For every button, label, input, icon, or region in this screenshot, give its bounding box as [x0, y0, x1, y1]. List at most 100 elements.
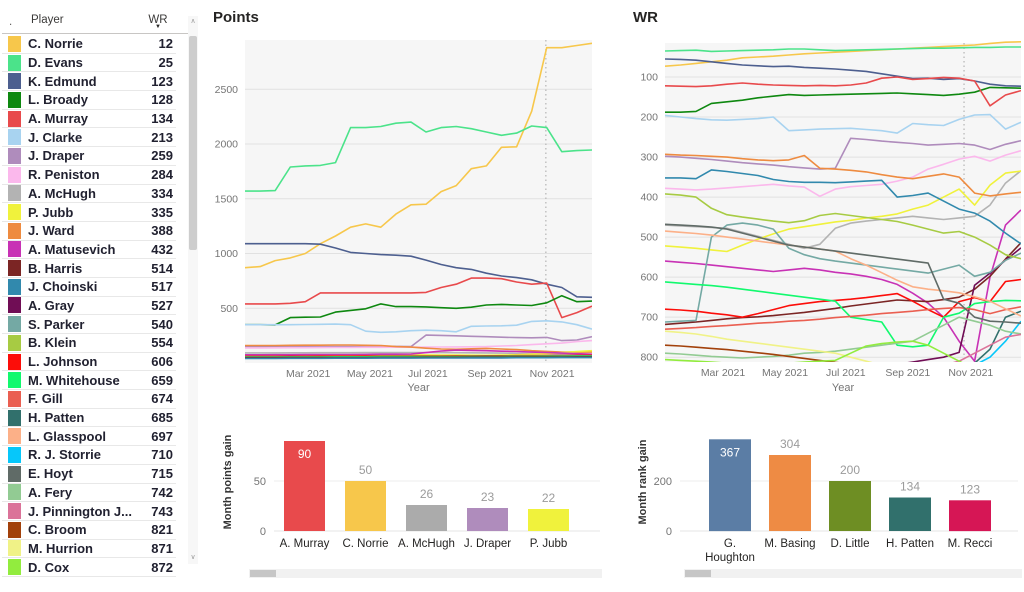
line-series-L. Broady[interactable]: [665, 86, 1021, 113]
line-series-J. Clarke[interactable]: [245, 319, 592, 334]
line-series-A. Fery[interactable]: [665, 316, 1021, 359]
table-row[interactable]: P. Jubb 335: [2, 203, 176, 222]
line-series-M. Hurrion[interactable]: [665, 330, 1021, 385]
bar-M. Recci[interactable]: [949, 500, 991, 532]
line-series-D. Evans[interactable]: [245, 121, 592, 192]
table-row[interactable]: K. Edmund 123: [2, 72, 176, 92]
table-row[interactable]: M. Whitehouse 659: [2, 371, 176, 391]
player-wr: 514: [151, 260, 173, 276]
points-xaxis-label: Year: [407, 382, 430, 394]
y-tick-label: 200: [640, 112, 658, 124]
table-row[interactable]: J. Clarke 213: [2, 128, 176, 148]
line-series-F. Gill[interactable]: [665, 306, 1021, 330]
line-series-J. Choinski[interactable]: [665, 169, 1021, 245]
bar-H. Patten[interactable]: [889, 497, 931, 532]
rank-gain-scrollbar-thumb[interactable]: [685, 570, 711, 577]
table-row[interactable]: B. Klein 554: [2, 334, 176, 353]
line-series-L. Broady[interactable]: [245, 294, 592, 326]
bar-M. Basing[interactable]: [769, 455, 811, 531]
y-tick-label: 2500: [215, 84, 239, 96]
line-series-B. Harris[interactable]: [665, 242, 1021, 326]
line-series-A. Gray[interactable]: [665, 247, 1021, 377]
x-tick-label: Sep 2021: [885, 367, 930, 379]
line-series-A. Murray[interactable]: [245, 277, 592, 319]
table-row[interactable]: L. Johnson 606: [2, 353, 176, 372]
points-gain-scrollbar[interactable]: [249, 569, 602, 578]
table-row[interactable]: M. Hurrion 871: [2, 540, 176, 559]
player-name: H. Patten: [28, 410, 85, 426]
rank-gain-scrollbar[interactable]: [684, 569, 1022, 578]
line-series-S. Parker[interactable]: [665, 222, 1021, 323]
line-series-D. Evans[interactable]: [665, 46, 1021, 53]
table-row[interactable]: A. McHugh 334: [2, 185, 176, 204]
table-row[interactable]: A. Murray 134: [2, 110, 176, 129]
bar-A. Murray[interactable]: [284, 441, 325, 531]
table-row[interactable]: D. Cox 872: [2, 558, 176, 577]
table-row[interactable]: J. Ward 388: [2, 222, 176, 241]
scroll-up-icon[interactable]: ∧: [190, 18, 196, 25]
table-row[interactable]: D. Evans 25: [2, 54, 176, 73]
points-gain-scrollbar-thumb[interactable]: [250, 570, 276, 577]
line-series-J. Draper[interactable]: [245, 334, 592, 348]
line-series-L. Glasspool[interactable]: [665, 230, 1021, 317]
line-series-M. Whitehouse[interactable]: [665, 281, 1021, 348]
bar-A. McHugh[interactable]: [406, 505, 447, 531]
player-name: J. Pinnington J...: [28, 503, 132, 519]
table-row[interactable]: R. Peniston 284: [2, 166, 176, 185]
column-header-dot[interactable]: .: [9, 16, 13, 28]
table-row[interactable]: A. Matusevich 432: [2, 241, 176, 260]
table-row[interactable]: S. Parker 540: [2, 315, 176, 334]
line-series-C. Norrie[interactable]: [245, 42, 592, 269]
player-color-swatch: [8, 278, 21, 295]
table-row[interactable]: J. Choinski 517: [2, 278, 176, 297]
column-header-player[interactable]: Player: [31, 14, 64, 26]
player-wr: 128: [151, 92, 173, 108]
table-row[interactable]: B. Harris 514: [2, 259, 176, 278]
table-row[interactable]: C. Norrie 12: [2, 35, 176, 54]
table-row[interactable]: L. Glasspool 697: [2, 427, 176, 447]
table-row[interactable]: C. Broom 821: [2, 521, 176, 540]
line-series-L. Johnson[interactable]: [665, 278, 1021, 319]
table-scrollbar-thumb[interactable]: [189, 36, 197, 250]
table-row[interactable]: A. Fery 742: [2, 484, 176, 503]
line-series-E. Hoyt[interactable]: [665, 223, 1021, 324]
bar-G.-Houghton[interactable]: [709, 439, 751, 532]
table-scrollbar[interactable]: ∧ ∨: [188, 16, 198, 564]
line-series-C. Broom[interactable]: [665, 344, 1021, 369]
line-series-B. Klein[interactable]: [665, 193, 1021, 260]
table-row[interactable]: J. Pinnington J... 743: [2, 502, 176, 521]
table-row[interactable]: R. J. Storrie 710: [2, 446, 176, 465]
bar-category-label: J. Draper: [464, 538, 511, 550]
table-row[interactable]: E. Hoyt 715: [2, 465, 176, 484]
table-row[interactable]: L. Broady 128: [2, 91, 176, 110]
line-series-K. Edmund[interactable]: [245, 242, 592, 299]
line-series-A. Murray[interactable]: [665, 76, 1021, 107]
line-series-R. Peniston[interactable]: [665, 149, 1021, 198]
table-row[interactable]: F. Gill 674: [2, 390, 176, 409]
line-series-J. Pinnington J...[interactable]: [665, 333, 1021, 381]
line-series-J. Ward[interactable]: [665, 153, 1021, 197]
line-series-C. Norrie[interactable]: [665, 41, 1021, 67]
x-tick-label: Sep 2021: [468, 368, 513, 380]
line-series-J. Draper[interactable]: [665, 137, 1021, 170]
line-series-A. Matusevich[interactable]: [245, 349, 592, 356]
scroll-down-icon[interactable]: ∨: [190, 554, 196, 561]
table-row[interactable]: A. Gray 527: [2, 297, 176, 316]
bar-P. Jubb[interactable]: [528, 509, 569, 531]
line-series-J. Choinski[interactable]: [245, 356, 592, 360]
wr-xaxis-label: Year: [831, 382, 855, 394]
player-wr: 517: [151, 279, 173, 295]
bar-J. Draper[interactable]: [467, 508, 508, 531]
line-series-P. Jubb[interactable]: [665, 170, 1021, 253]
column-header-wr[interactable]: WR: [148, 14, 168, 26]
table-row[interactable]: H. Patten 685: [2, 409, 176, 428]
line-series-J. Ward[interactable]: [245, 344, 592, 353]
line-series-J. Clarke[interactable]: [665, 113, 1021, 134]
player-color-swatch: [8, 91, 21, 108]
bar-D. Little[interactable]: [829, 481, 871, 531]
player-wr: 742: [151, 484, 173, 500]
bar-C. Norrie[interactable]: [345, 481, 386, 531]
table-row[interactable]: J. Draper 259: [2, 147, 176, 166]
line-series-D. Cox[interactable]: [665, 340, 1021, 386]
